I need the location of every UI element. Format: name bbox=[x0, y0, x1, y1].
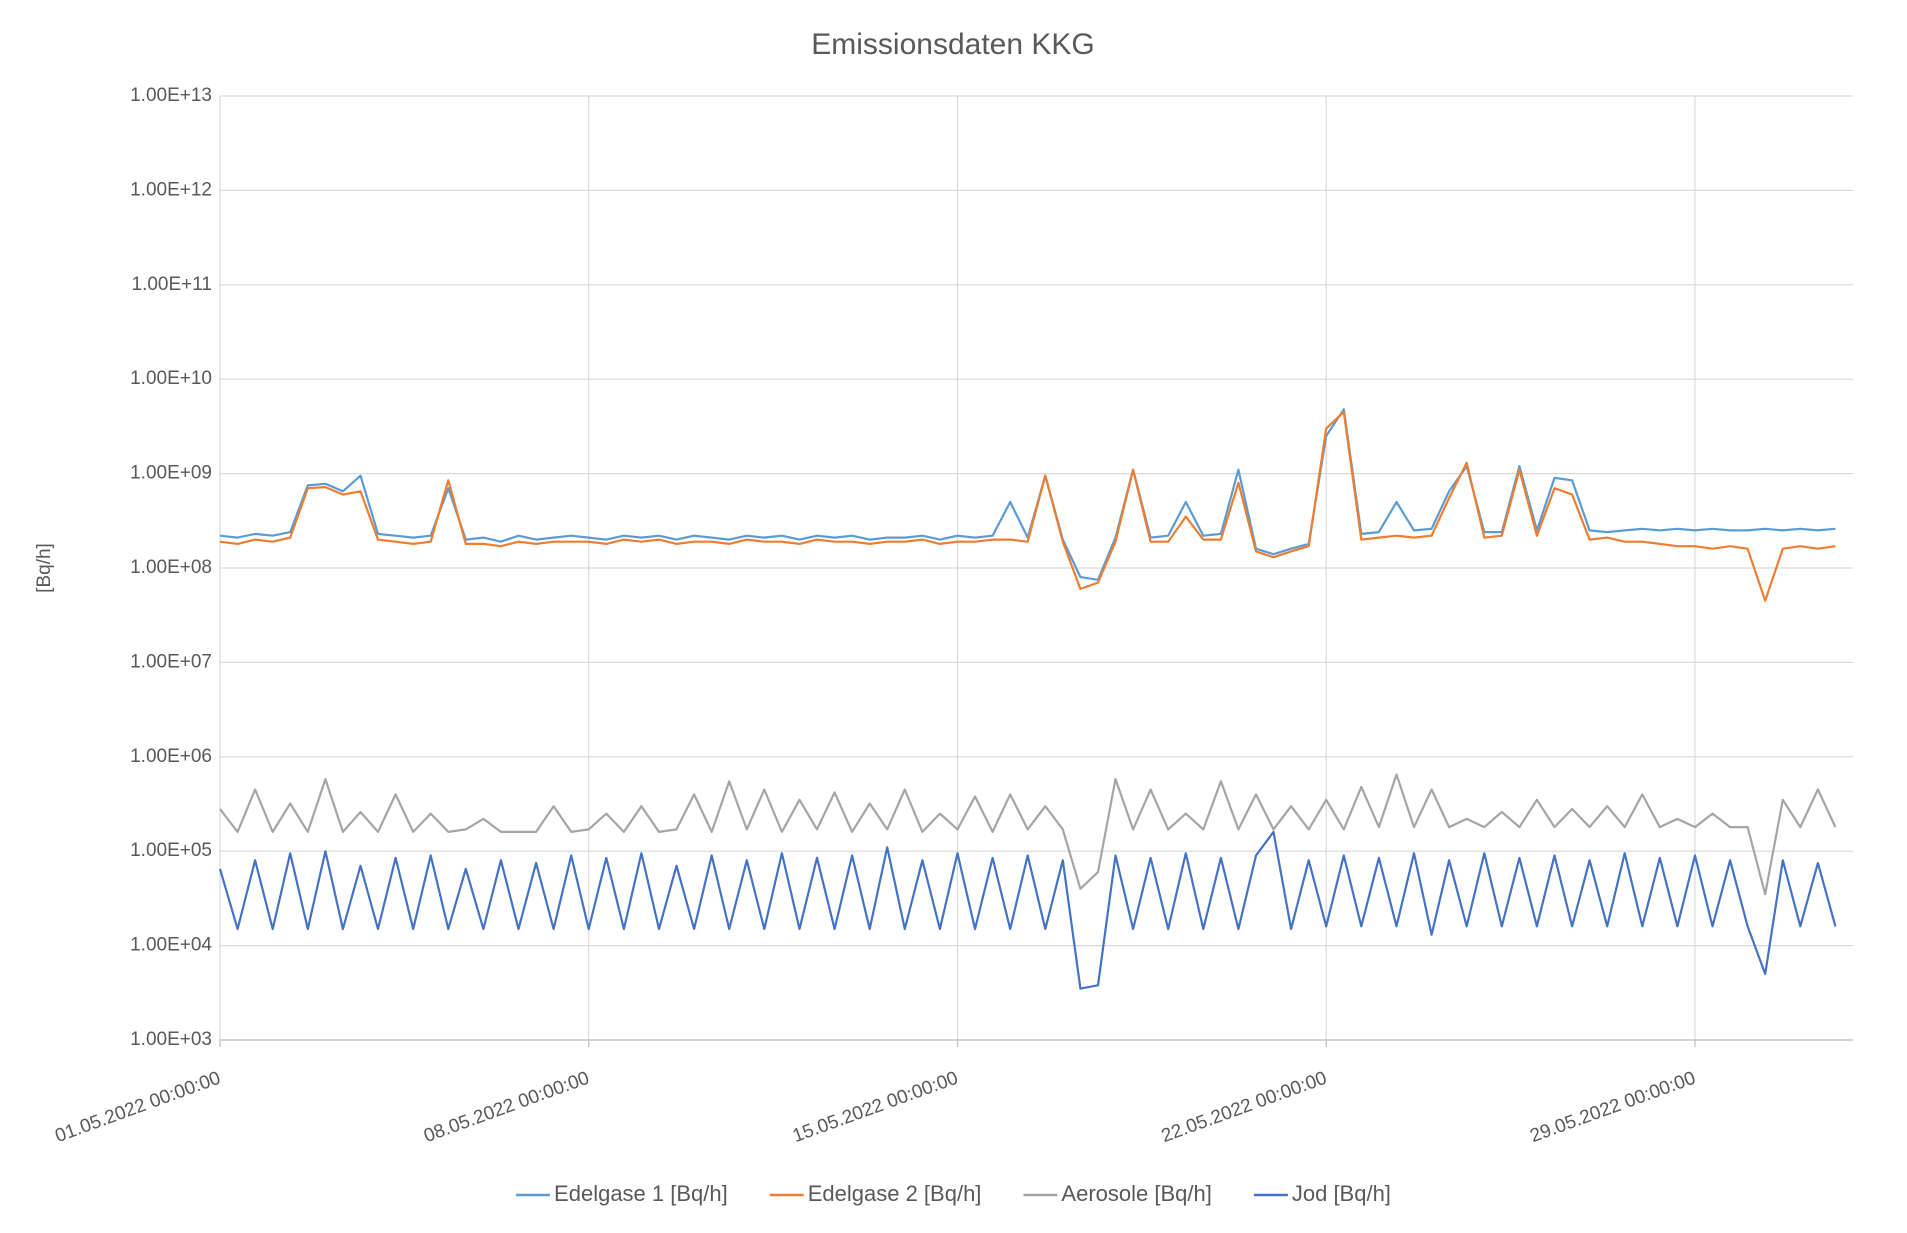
legend-item: Edelgase 1 [Bq/h] bbox=[516, 1181, 728, 1206]
y-tick-label: 1.00E+05 bbox=[130, 840, 212, 861]
plot-area bbox=[218, 408, 1837, 990]
legend-text: Edelgase 1 [Bq/h] bbox=[554, 1181, 728, 1206]
y-tick-label: 1.00E+12 bbox=[130, 179, 212, 200]
y-tick-label: 1.00E+07 bbox=[130, 651, 212, 672]
legend-text: Aerosole [Bq/h] bbox=[1061, 1181, 1211, 1206]
legend-text: Edelgase 2 [Bq/h] bbox=[808, 1181, 982, 1206]
y-tick-label: 1.00E+11 bbox=[132, 274, 212, 295]
series-line bbox=[219, 410, 1836, 602]
y-tick-label: 1.00E+04 bbox=[130, 935, 212, 956]
y-tick-label: 1.00E+03 bbox=[130, 1029, 212, 1050]
legend-item: Edelgase 2 [Bq/h] bbox=[769, 1181, 982, 1206]
series-line bbox=[219, 773, 1837, 896]
grid bbox=[219, 95, 1853, 1041]
y-tick-label: 1.00E+06 bbox=[130, 746, 212, 767]
legend-item: Aerosole [Bq/h] bbox=[1023, 1181, 1212, 1206]
y-tick-label: 1.00E+09 bbox=[130, 463, 212, 484]
y-tick-label: 1.00E+13 bbox=[130, 85, 212, 106]
legend-text: Jod [Bq/h] bbox=[1292, 1181, 1391, 1206]
chart-title: Emissionsdaten KKG bbox=[811, 28, 1094, 61]
y-axis-label: [Bq/h] bbox=[34, 543, 55, 593]
series-line bbox=[218, 830, 1837, 990]
legend-item: Jod [Bq/h] bbox=[1253, 1181, 1391, 1206]
y-tick-label: 1.00E+08 bbox=[130, 557, 212, 578]
y-tick-label: 1.00E+10 bbox=[130, 368, 212, 389]
legend: Edelgase 1 [Bq/h] Edelgase 2 [Bq/h] Aeroso… bbox=[516, 1181, 1391, 1206]
